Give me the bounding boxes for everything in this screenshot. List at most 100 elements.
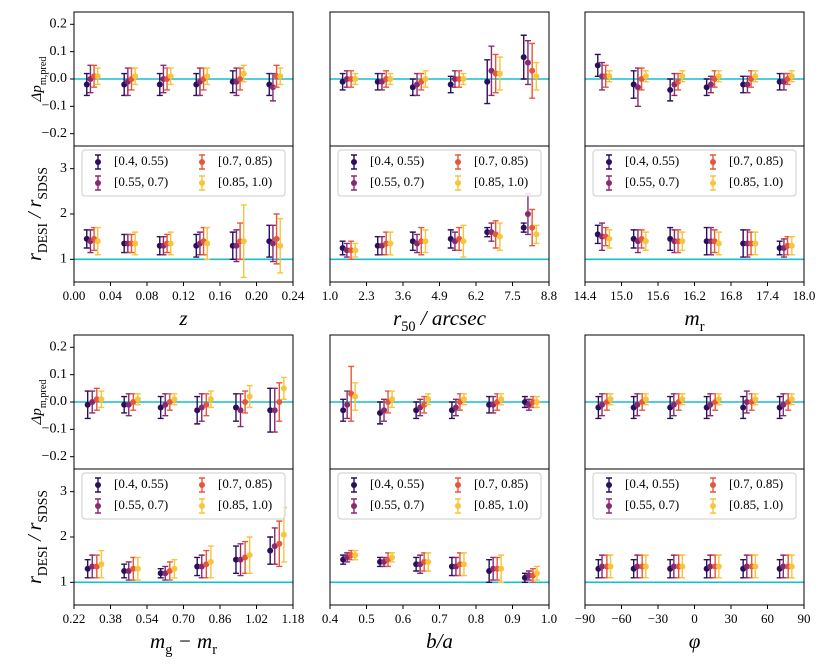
marker <box>132 240 139 247</box>
legend-dot <box>606 482 612 488</box>
marker <box>788 73 795 80</box>
legend-dot <box>710 482 716 488</box>
y-tick-label: 2 <box>60 206 67 221</box>
plot-frame <box>584 145 805 283</box>
y-tick-label: −0.2 <box>42 449 67 464</box>
marker <box>707 401 714 408</box>
marker <box>425 558 432 565</box>
marker <box>740 240 747 247</box>
legend-dot <box>710 503 716 509</box>
marker <box>237 76 244 82</box>
marker <box>125 401 132 408</box>
marker <box>171 565 178 572</box>
marker <box>277 73 284 80</box>
plot-frame <box>73 468 294 606</box>
marker <box>715 396 722 403</box>
x-tick-label: 8.8 <box>541 288 557 303</box>
legend-label: [0.85, 1.0) <box>218 497 272 512</box>
x-axis-label: z <box>178 306 187 330</box>
marker <box>524 211 531 217</box>
y-tick-label: 1 <box>60 252 67 267</box>
marker <box>84 401 91 408</box>
marker <box>496 233 503 240</box>
marker <box>242 399 249 405</box>
marker <box>267 407 274 414</box>
marker <box>679 396 686 403</box>
marker <box>121 401 128 408</box>
marker <box>348 76 355 82</box>
y-tick-label: 0.2 <box>50 340 68 355</box>
marker <box>381 407 388 414</box>
legend-box <box>81 472 286 520</box>
legend-dot <box>199 503 205 509</box>
marker <box>484 229 491 236</box>
marker <box>752 73 759 80</box>
legend-label: [0.55, 0.7) <box>370 497 424 512</box>
x-axis-label: φ <box>689 629 701 653</box>
marker <box>130 399 137 405</box>
x-tick-label: 60 <box>761 611 774 626</box>
marker <box>246 552 253 559</box>
x-tick-label: 2.3 <box>358 288 374 303</box>
marker <box>98 396 105 403</box>
marker <box>269 240 276 247</box>
legend-dot <box>95 180 101 186</box>
y-tick-label: 0.1 <box>50 44 68 59</box>
x-tick-label: 0.22 <box>63 611 86 626</box>
marker <box>94 73 101 80</box>
x-tick-label: 1.0 <box>541 611 557 626</box>
marker <box>642 563 649 570</box>
marker <box>460 561 467 568</box>
marker <box>203 561 210 568</box>
y-axis-label: rDESI / rSDSS <box>24 167 50 261</box>
marker <box>134 396 141 403</box>
marker <box>606 235 613 242</box>
x-tick-label: 0.9 <box>504 611 520 626</box>
marker <box>166 399 173 405</box>
marker <box>271 543 278 550</box>
marker <box>246 393 253 400</box>
marker <box>452 404 459 411</box>
marker <box>130 565 137 572</box>
marker <box>788 242 795 249</box>
legend-dot <box>95 503 101 509</box>
marker <box>162 570 169 577</box>
marker <box>269 84 276 91</box>
y-tick-label: 0.0 <box>50 71 68 86</box>
marker <box>784 76 791 82</box>
legend-dot <box>710 159 716 165</box>
marker <box>780 401 787 408</box>
marker <box>271 407 278 414</box>
marker <box>606 73 613 80</box>
marker <box>352 552 359 559</box>
x-axis-label: mg − mr <box>150 629 217 658</box>
legend-label: [0.7, 0.85) <box>218 153 272 168</box>
marker <box>630 81 637 88</box>
marker <box>496 70 503 77</box>
legend-dot <box>351 482 357 488</box>
marker <box>203 401 210 408</box>
marker <box>343 247 350 254</box>
marker <box>134 565 141 572</box>
x-tick-label: 0.70 <box>172 611 195 626</box>
marker <box>162 401 169 408</box>
marker <box>520 224 527 231</box>
marker <box>421 401 428 408</box>
legend-label: [0.7, 0.85) <box>729 153 783 168</box>
legend-box <box>81 149 286 197</box>
marker <box>634 84 641 91</box>
x-tick-label: 0.7 <box>431 611 448 626</box>
marker <box>352 76 359 82</box>
marker <box>89 399 96 405</box>
marker <box>456 76 463 82</box>
x-tick-label: 0.08 <box>136 288 159 303</box>
x-tick-label: 15.6 <box>647 288 670 303</box>
marker <box>524 59 531 66</box>
legend-dot <box>351 180 357 186</box>
marker <box>634 563 641 570</box>
marker <box>93 396 100 403</box>
marker <box>157 570 164 577</box>
x-tick-label: 0.54 <box>136 611 159 626</box>
marker <box>533 73 540 80</box>
marker <box>422 76 429 82</box>
